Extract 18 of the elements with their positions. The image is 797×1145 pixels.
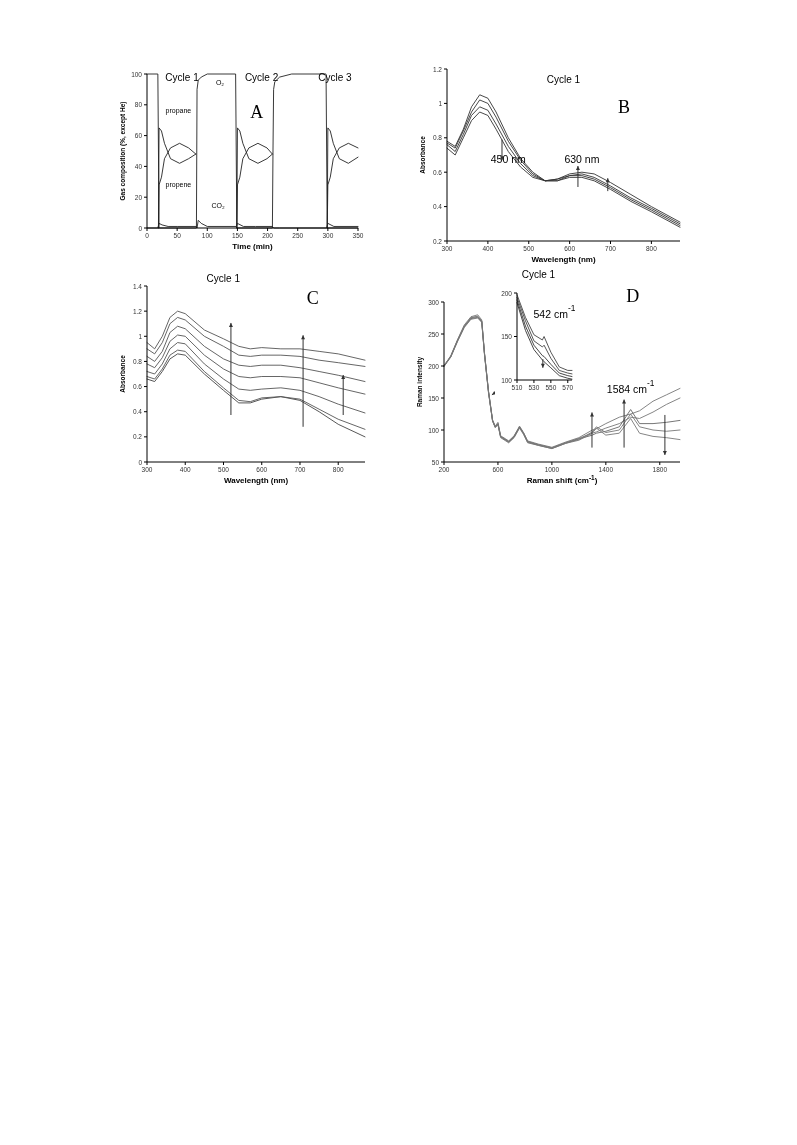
chart-title: Cycle 1 <box>521 269 556 280</box>
x-axis-title: Raman shift (cm$^{-1}$) <box>526 473 598 485</box>
annotation: Cycle 3 <box>318 72 353 84</box>
chart-title: Cycle 1 <box>206 273 241 284</box>
annotation: Cycle 2 <box>244 72 279 84</box>
annotation: B <box>618 96 631 117</box>
annotation: C <box>306 288 319 309</box>
x-axis-title: Wavelength (nm) <box>223 476 289 485</box>
annotation: 630 nm <box>564 153 600 165</box>
annotation: D <box>626 286 640 306</box>
text: Cycle 1 <box>546 74 581 85</box>
annotation: 1584 cm$^{-1}$ <box>606 378 655 396</box>
annotation: Cycle 1 <box>165 72 200 84</box>
annotation: A <box>250 101 264 122</box>
annotation: 542 cm$^{-1}$ <box>533 303 576 321</box>
x-axis-title: Wavelength (nm) <box>531 255 596 264</box>
annotation: 450 nm <box>490 153 527 165</box>
x-axis-title: Time (min) <box>232 242 273 251</box>
